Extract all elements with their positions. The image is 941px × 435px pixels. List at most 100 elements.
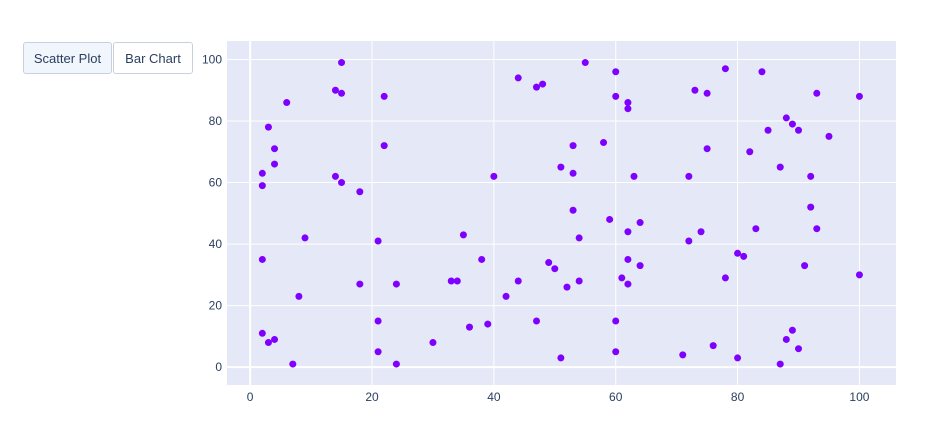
scatter-point — [813, 225, 821, 233]
scatter-point — [569, 142, 577, 150]
scatter-point — [271, 160, 279, 168]
scatter-point — [271, 145, 279, 153]
scatter-point — [301, 234, 309, 242]
scatter-point — [636, 219, 644, 227]
x-tick-label: 60 — [609, 390, 623, 404]
plot-area — [227, 41, 896, 385]
scatter-point — [575, 277, 583, 285]
scatter-point — [734, 249, 742, 257]
scatter-point — [782, 335, 790, 343]
y-tick-label: 100 — [202, 52, 222, 66]
scatter-point — [807, 172, 815, 180]
scatter-point — [624, 255, 632, 263]
scatter-point — [338, 89, 346, 97]
scatter-point — [764, 126, 772, 134]
scatter-point — [600, 139, 608, 147]
scatter-point — [514, 277, 522, 285]
scatter-point — [855, 92, 863, 100]
scatter-point — [478, 255, 486, 263]
scatter-point — [338, 59, 346, 67]
scatter-point — [557, 354, 565, 362]
scatter-point — [331, 86, 339, 94]
scatter-point — [533, 83, 541, 91]
scatter-point — [289, 360, 297, 368]
scatter-point — [612, 348, 620, 356]
scatter-point — [734, 354, 742, 362]
scatter-point — [295, 292, 303, 300]
scatter-point — [618, 274, 626, 282]
x-tick-label: 0 — [247, 390, 254, 404]
scatter-point — [514, 74, 522, 82]
scatter-point — [691, 86, 699, 94]
x-tick-label: 100 — [849, 390, 869, 404]
scatter-point — [795, 345, 803, 353]
scatter-point — [563, 283, 571, 291]
scatter-point — [746, 148, 754, 156]
scatter-point — [709, 342, 717, 350]
scatter-point — [752, 225, 760, 233]
scatter-point — [533, 317, 541, 325]
scatter-point — [258, 169, 266, 177]
scatter-point — [380, 142, 388, 150]
scatter-point — [374, 317, 382, 325]
scatter-point — [447, 277, 455, 285]
scatter-point — [624, 228, 632, 236]
scatter-point — [581, 59, 589, 67]
scatter-point — [575, 234, 583, 242]
x-tick-label: 20 — [365, 390, 379, 404]
scatter-point — [264, 339, 272, 347]
scatter-point — [484, 320, 492, 328]
scatter-point — [788, 326, 796, 334]
scatter-point — [703, 89, 711, 97]
scatter-point — [788, 120, 796, 128]
scatter-point — [356, 188, 364, 196]
scatter-point — [429, 339, 437, 347]
scatter-point — [465, 323, 473, 331]
scatter-point — [271, 335, 279, 343]
scatter-point — [557, 163, 565, 171]
scatter-point — [703, 145, 711, 153]
x-tick-label: 40 — [487, 390, 501, 404]
scatter-point — [721, 65, 729, 73]
scatter-point — [807, 203, 815, 211]
scatter-plot-button[interactable]: Scatter Plot — [23, 42, 112, 74]
scatter-point — [855, 271, 863, 279]
scatter-point — [606, 215, 614, 223]
scatter-point — [740, 252, 748, 260]
scatter-point — [630, 172, 638, 180]
scatter-point — [569, 206, 577, 214]
scatter-point — [356, 280, 364, 288]
scatter-point — [551, 265, 559, 273]
scatter-point — [758, 68, 766, 76]
scatter-point — [825, 132, 833, 140]
scatter-point — [612, 68, 620, 76]
scatter-point — [490, 172, 498, 180]
scatter-point — [459, 231, 467, 239]
scatter-point — [374, 237, 382, 245]
scatter-point — [624, 280, 632, 288]
y-tick-label: 40 — [209, 237, 223, 251]
scatter-point — [679, 351, 687, 359]
scatter-point — [813, 89, 821, 97]
scatter-point — [283, 99, 291, 107]
scatter-point — [539, 80, 547, 88]
scatter-point — [264, 123, 272, 131]
scatter-point — [624, 99, 632, 107]
scatter-point — [374, 348, 382, 356]
scatter-point — [331, 172, 339, 180]
x-tick-label: 80 — [731, 390, 745, 404]
scatter-point — [776, 163, 784, 171]
scatter-point — [258, 329, 266, 337]
y-tick-label: 0 — [215, 360, 222, 374]
scatter-point — [258, 182, 266, 190]
scatter-point — [380, 92, 388, 100]
scatter-point — [685, 172, 693, 180]
scatter-point — [624, 105, 632, 113]
bar-chart-button[interactable]: Bar Chart — [113, 42, 193, 74]
scatter-point — [801, 262, 809, 270]
scatter-point — [545, 259, 553, 267]
scatter-point — [612, 317, 620, 325]
scatter-point — [697, 228, 705, 236]
y-tick-label: 80 — [209, 114, 223, 128]
scatter-point — [782, 114, 790, 122]
